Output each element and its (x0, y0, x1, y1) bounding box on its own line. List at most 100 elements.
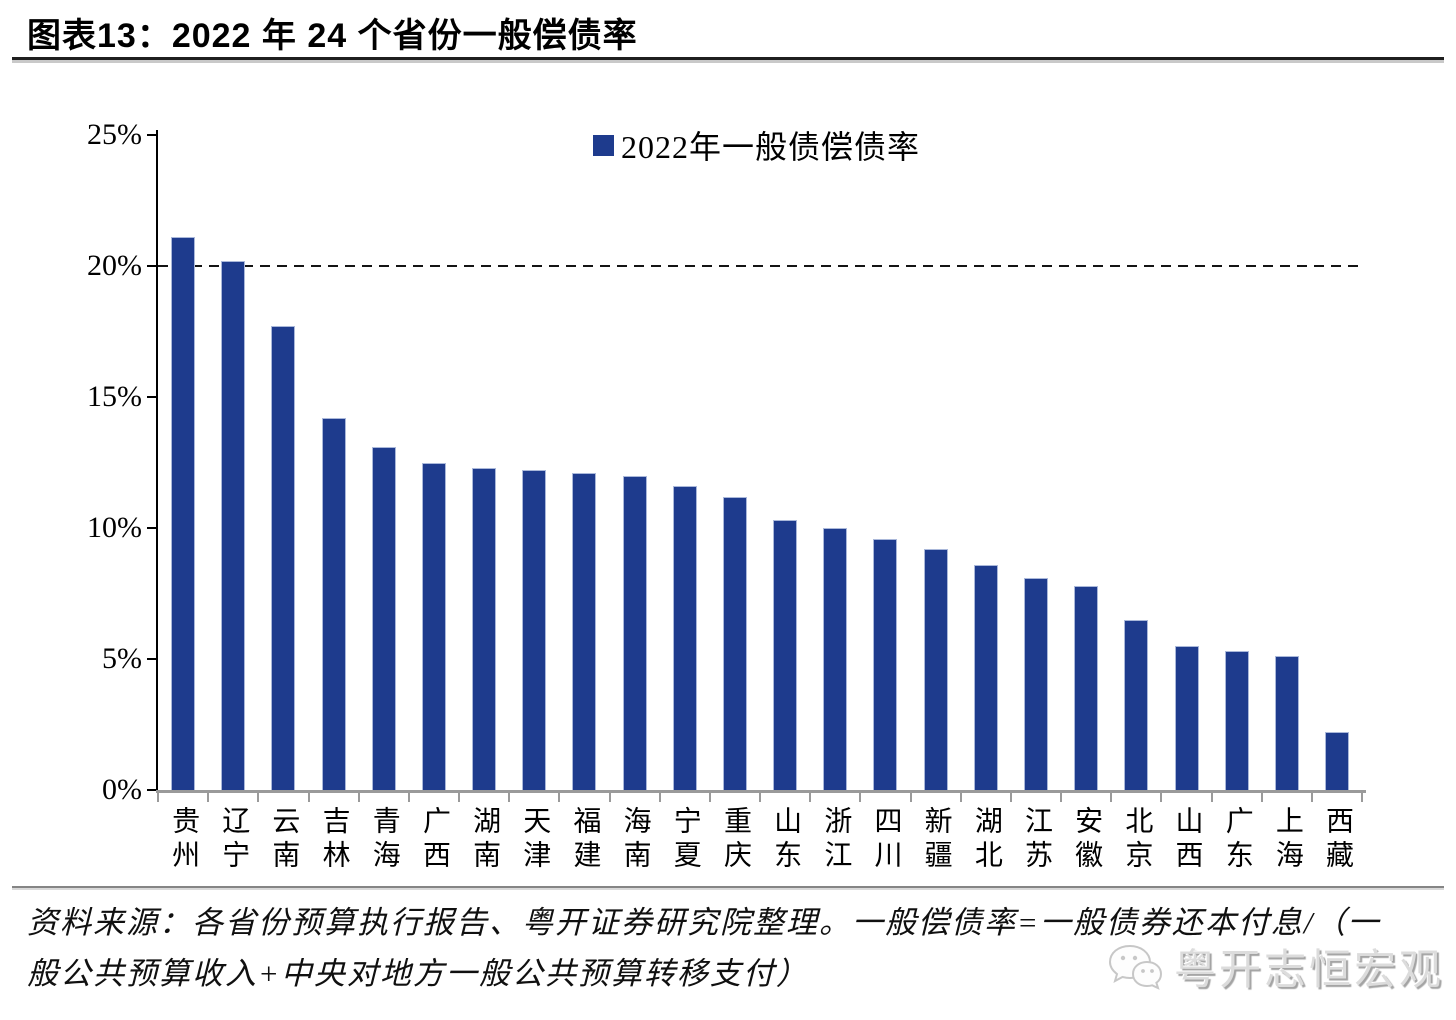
x-axis-tick (157, 793, 159, 802)
x-axis-tick (257, 793, 260, 802)
bar-slot (509, 135, 559, 790)
bar-辽宁 (221, 260, 246, 790)
title-underline (12, 57, 1444, 60)
source-line-2: 般公共预算收入+中央对地方一般公共预算转移支付） (27, 956, 809, 991)
bar-云南 (271, 326, 296, 790)
x-axis-label: 青海 (368, 806, 400, 874)
bar-slot (660, 135, 710, 790)
figure-title: 图表13：2022 年 24 个省份一般偿债率 (27, 17, 638, 55)
bar-slot (258, 135, 308, 790)
x-axis-tick (1160, 793, 1163, 802)
bar-slot (610, 135, 660, 790)
x-axis-tick (1361, 793, 1363, 802)
x-axis-tick (959, 793, 962, 802)
bar-海南 (622, 475, 647, 790)
bar-新疆 (923, 549, 948, 790)
bar-青海 (371, 446, 396, 790)
bar-slot (208, 135, 258, 790)
y-axis-tick (147, 789, 156, 791)
bar-slot (359, 135, 409, 790)
x-axis-label: 湖北 (970, 806, 1002, 874)
x-axis-tick (1110, 793, 1113, 802)
bar-slot (1262, 135, 1312, 790)
x-axis-label: 贵州 (168, 806, 200, 874)
bar-四川 (873, 538, 898, 790)
y-axis-label: 20% (87, 249, 142, 282)
bar-山东 (773, 520, 798, 790)
x-axis-tick (508, 793, 511, 802)
bar-贵州 (171, 237, 196, 790)
x-axis-label: 浙江 (820, 806, 852, 874)
watermark-label: 粤开志恒宏观 (1173, 948, 1444, 994)
x-axis-tick (658, 793, 661, 802)
x-axis-tick (809, 793, 812, 802)
x-axis-label: 辽宁 (218, 806, 250, 874)
watermark: 粤开志恒宏观 (1106, 936, 1444, 997)
x-axis-label: 江苏 (1021, 806, 1052, 874)
bar-安徽 (1074, 585, 1099, 790)
x-axis-labels: 贵州 辽宁 云南 吉林 青海 广西 湖南 天津 福建 海南 宁夏 重庆 山东 浙江 四川 新疆 湖北 江苏 安徽 北京… (158, 806, 1362, 874)
bar-重庆 (722, 496, 747, 790)
x-axis-tick (759, 793, 761, 802)
x-axis-tick (708, 793, 711, 802)
x-axis-tick (859, 793, 862, 802)
bar-slot (1312, 135, 1362, 790)
x-axis-tick (608, 793, 611, 802)
x-axis-label: 吉林 (318, 806, 350, 874)
y-axis-label: 0% (102, 773, 142, 806)
y-axis-tick (147, 265, 156, 267)
x-axis-tick (307, 793, 310, 802)
x-axis-tick (909, 793, 912, 802)
x-axis-tick (458, 793, 460, 802)
y-axis-tick (147, 658, 156, 660)
bar-slot (810, 135, 860, 790)
chart-legend: 2022年一般债偿债率 (593, 122, 920, 168)
bar-slot (309, 135, 359, 790)
y-axis-line (156, 130, 158, 792)
bar-slot (911, 135, 961, 790)
source-line-1: 资料来源：各省份预算执行报告、粤开证券研究院整理。一般偿债率=一般债券还本付息/… (27, 905, 1381, 940)
x-axis-tick (1260, 793, 1263, 802)
bar-福建 (572, 473, 597, 790)
source-note: 资料来源：各省份预算执行报告、粤开证券研究院整理。一般偿债率=一般债券还本付息/… (27, 897, 1447, 999)
y-axis-label: 15% (87, 380, 142, 413)
x-axis-label: 安徽 (1071, 806, 1103, 874)
bar-吉林 (321, 418, 346, 790)
bar-slot (559, 135, 609, 790)
x-axis-label: 重庆 (719, 806, 751, 874)
bar-上海 (1274, 656, 1299, 790)
bar-slot (760, 135, 810, 790)
y-axis-tick (147, 134, 156, 136)
bar-湖南 (472, 467, 497, 790)
x-axis-tick (558, 793, 561, 802)
bar-西藏 (1325, 732, 1350, 790)
bar-slot (860, 135, 910, 790)
x-axis-label: 宁夏 (669, 806, 701, 874)
x-axis-tick (207, 793, 210, 802)
bar-slot (409, 135, 459, 790)
x-axis-label: 新疆 (920, 806, 952, 874)
x-axis-label: 山西 (1171, 806, 1203, 874)
y-axis-label: 10% (87, 511, 142, 544)
bar-宁夏 (672, 486, 697, 790)
bar-slot (1161, 135, 1211, 790)
x-axis-label: 海南 (619, 806, 651, 874)
bar-slot (1212, 135, 1262, 790)
x-axis-label: 福建 (569, 806, 601, 874)
plot-area: 0% 5% 10% 15% 20% 25% 贵州 辽宁 云南 吉林 青海 广西 湖南 天津 福建 海南 宁夏重… (87, 118, 1366, 874)
x-axis-tick (1310, 793, 1313, 802)
legend-swatch (593, 134, 614, 156)
x-axis-tick (1210, 793, 1213, 802)
x-axis-label: 上海 (1271, 806, 1303, 874)
wechat-icon (1108, 944, 1162, 990)
bar-湖北 (973, 564, 998, 790)
legend-label: 2022年一般债偿债率 (621, 129, 921, 165)
x-axis-label: 广西 (418, 806, 450, 874)
x-axis-label: 四川 (870, 806, 902, 874)
bar-slot (1011, 135, 1061, 790)
bar-江苏 (1024, 577, 1048, 790)
x-axis-line (156, 790, 1366, 793)
x-axis-label: 山东 (770, 806, 802, 874)
x-axis-tick (1009, 793, 1012, 802)
